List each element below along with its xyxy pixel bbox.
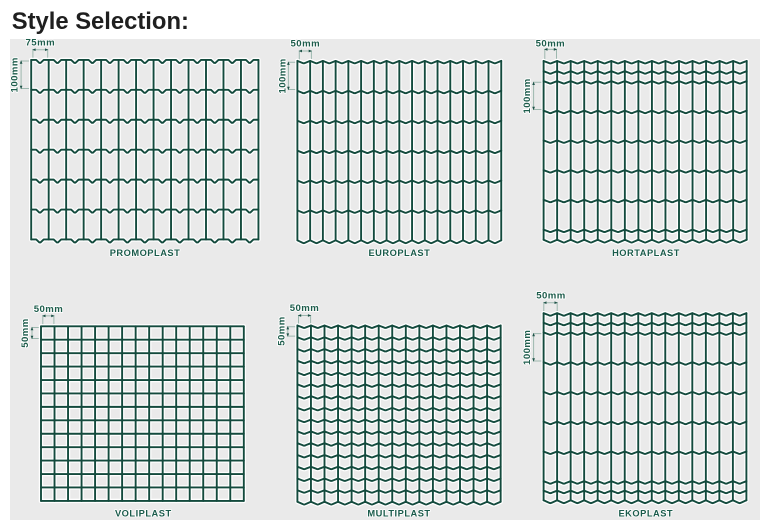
svg-text:50mm: 50mm — [536, 38, 566, 49]
svg-text:EKOPLAST: EKOPLAST — [618, 508, 673, 518]
svg-text:PROMOPLAST: PROMOPLAST — [110, 248, 181, 258]
svg-text:50mm: 50mm — [20, 318, 31, 348]
svg-text:50mm: 50mm — [291, 39, 321, 50]
svg-text:100mm: 100mm — [522, 330, 533, 365]
svg-text:50mm: 50mm — [536, 291, 566, 302]
svg-text:MULTIPLAST: MULTIPLAST — [367, 508, 430, 518]
svg-text:HORTAPLAST: HORTAPLAST — [612, 248, 680, 258]
svg-text:75mm: 75mm — [26, 38, 56, 49]
svg-text:VOLIPLAST: VOLIPLAST — [115, 508, 172, 518]
svg-text:50mm: 50mm — [290, 303, 320, 314]
svg-text:50mm: 50mm — [277, 316, 288, 346]
svg-text:EUROPLAST: EUROPLAST — [368, 248, 430, 258]
svg-text:100mm: 100mm — [522, 78, 533, 113]
svg-text:Style Selection:: Style Selection: — [12, 8, 189, 35]
svg-text:100mm: 100mm — [9, 57, 20, 92]
svg-text:100mm: 100mm — [278, 58, 289, 93]
svg-text:50mm: 50mm — [34, 304, 64, 315]
